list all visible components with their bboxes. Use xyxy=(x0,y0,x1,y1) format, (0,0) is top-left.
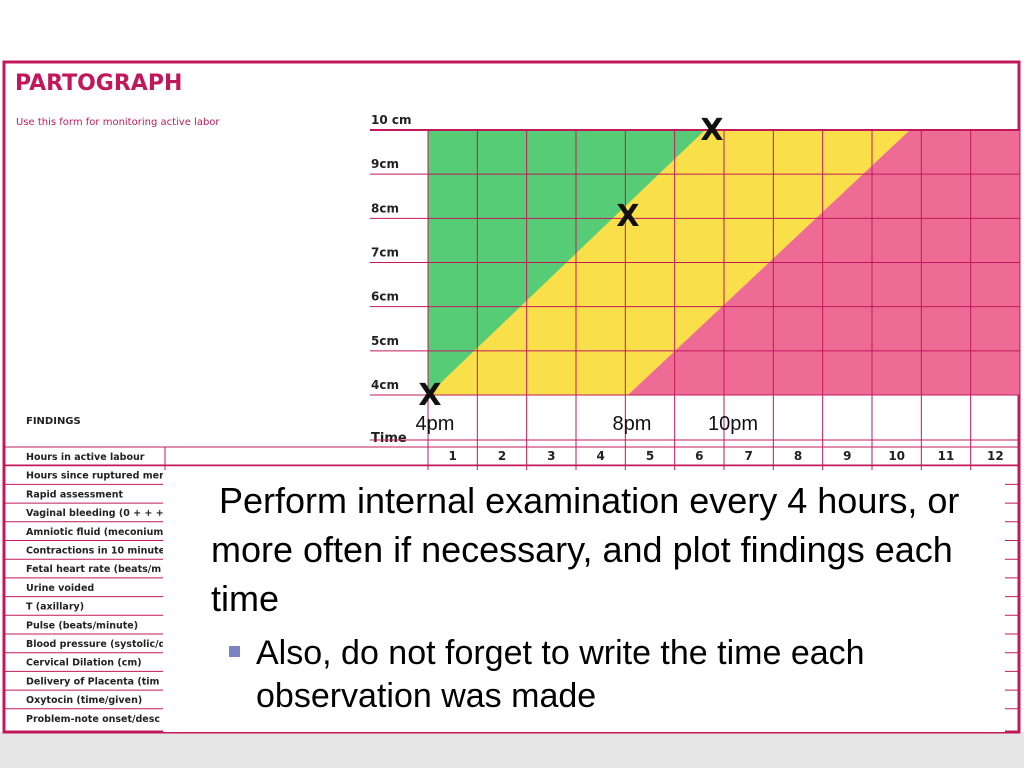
plot-mark: X xyxy=(418,378,441,413)
dilation-label: 10 cm xyxy=(371,113,412,127)
findings-row: Rapid assessment xyxy=(26,489,123,500)
plot-mark: X xyxy=(616,199,639,234)
findings-row: Contractions in 10 minute xyxy=(26,546,165,557)
hour-label: 1 xyxy=(448,449,456,463)
dilation-label: 5cm xyxy=(371,334,399,348)
findings-label: FINDINGS xyxy=(26,416,81,427)
hour-label: 12 xyxy=(987,449,1004,463)
bullet-text: Also, do not forget to write the time ea… xyxy=(256,634,865,715)
bullet-marker xyxy=(229,646,240,657)
hour-label: 10 xyxy=(888,449,905,463)
findings-row: Amniotic fluid (meconium xyxy=(26,527,163,538)
dilation-label: 8cm xyxy=(371,201,399,215)
form-subtitle: Use this form for monitoring active labo… xyxy=(16,117,220,128)
form-title: PARTOGRAPH xyxy=(15,71,182,96)
findings-row: Fetal heart rate (beats/m xyxy=(26,564,161,575)
time-note: 4pm xyxy=(416,413,455,435)
findings-row: Hours in active labour xyxy=(26,452,145,463)
findings-row: T (axillary) xyxy=(26,602,84,613)
time-label: Time xyxy=(371,431,407,446)
hour-label: 6 xyxy=(695,449,703,463)
findings-row: Cervical Dilation (cm) xyxy=(26,658,142,669)
hour-label: 11 xyxy=(938,449,955,463)
plot-mark: X xyxy=(700,113,723,148)
dilation-label: 6cm xyxy=(371,290,399,304)
hour-label: 7 xyxy=(744,449,752,463)
dilation-label: 4cm xyxy=(371,378,399,392)
hour-label: 2 xyxy=(498,449,506,463)
hour-label: 8 xyxy=(794,449,802,463)
text-box: Perform internal examination every 4 hou… xyxy=(163,470,1005,732)
findings-row: Delivery of Placenta (tim xyxy=(26,676,159,687)
hour-label: 4 xyxy=(596,449,604,463)
findings-row: Oxytocin (time/given) xyxy=(26,695,142,706)
findings-row: Urine voided xyxy=(26,583,94,594)
time-note: 10pm xyxy=(708,413,758,435)
footer-band xyxy=(0,732,1024,768)
findings-row: Problem-note onset/desc xyxy=(26,714,160,725)
hour-label: 3 xyxy=(547,449,555,463)
form-border xyxy=(2,60,1021,734)
dilation-label: 9cm xyxy=(371,157,399,171)
findings-row: Pulse (beats/minute) xyxy=(26,620,138,631)
main-text: Perform internal examination every 4 hou… xyxy=(211,480,960,619)
time-note: 8pm xyxy=(613,413,652,435)
findings-row: Hours since ruptured mem xyxy=(26,471,169,482)
hour-label: 9 xyxy=(843,449,851,463)
findings-row: Blood pressure (systolic/d xyxy=(26,639,165,650)
dilation-label: 7cm xyxy=(371,246,399,260)
findings-row: Vaginal bleeding (0 + + +) xyxy=(26,508,168,519)
hour-label: 5 xyxy=(646,449,654,463)
